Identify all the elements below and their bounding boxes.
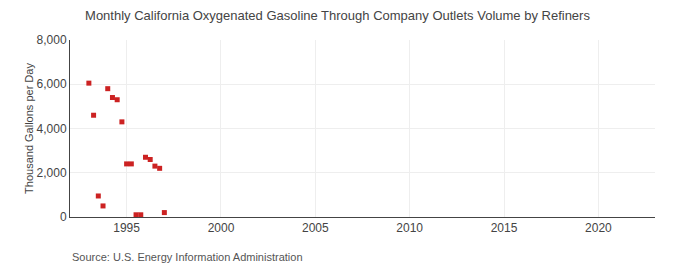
svg-text:8,000: 8,000 xyxy=(37,33,67,47)
svg-text:1995: 1995 xyxy=(113,221,140,235)
svg-text:2020: 2020 xyxy=(585,221,612,235)
svg-text:2,000: 2,000 xyxy=(37,166,67,180)
svg-text:Source: U.S. Energy Informatio: Source: U.S. Energy Information Administ… xyxy=(72,251,303,263)
svg-text:4,000: 4,000 xyxy=(37,122,67,136)
svg-text:Thousand Gallons per Day: Thousand Gallons per Day xyxy=(23,63,35,194)
svg-text:0: 0 xyxy=(60,210,67,224)
svg-text:2010: 2010 xyxy=(396,221,423,235)
svg-text:2015: 2015 xyxy=(491,221,518,235)
svg-text:Monthly California Oxygenated: Monthly California Oxygenated Gasoline T… xyxy=(85,8,590,23)
svg-text:2005: 2005 xyxy=(302,221,329,235)
svg-text:2000: 2000 xyxy=(208,221,235,235)
svg-text:6,000: 6,000 xyxy=(37,77,67,91)
